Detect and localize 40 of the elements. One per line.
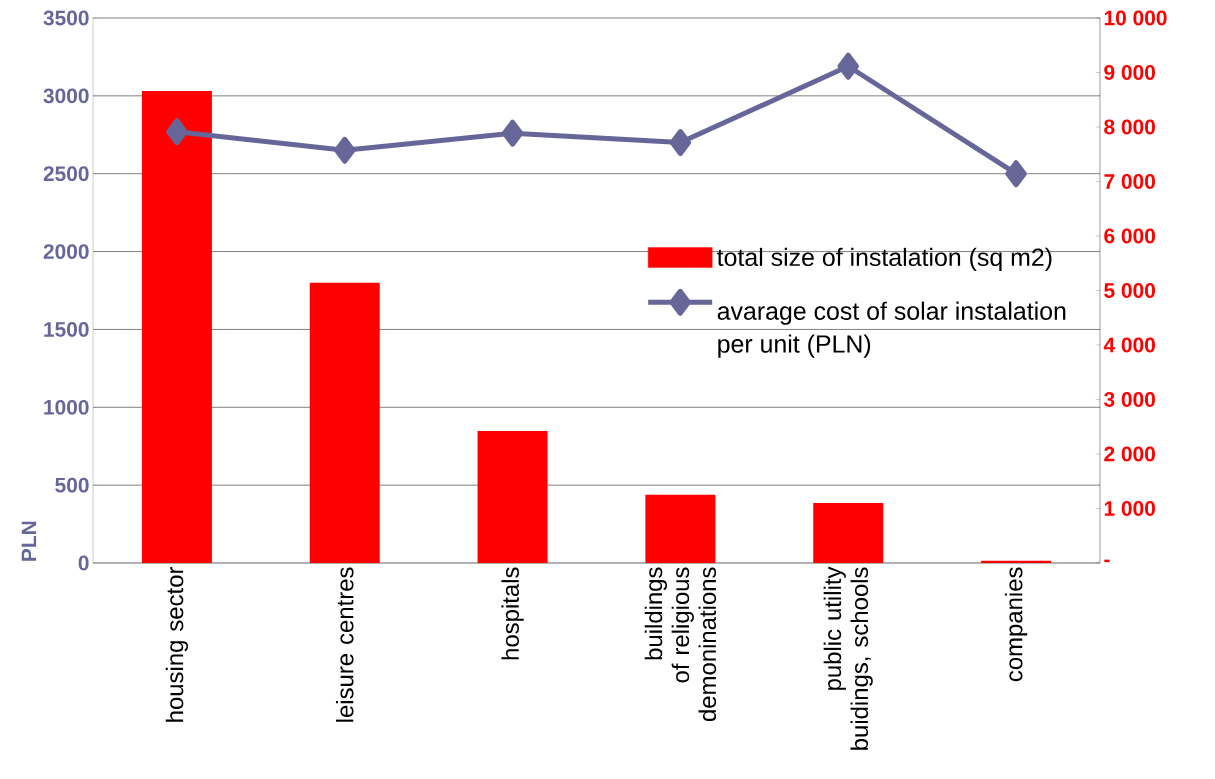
y-tick-label: 2000 xyxy=(43,244,89,259)
y-axis-title: PLN xyxy=(21,521,37,561)
y2-tick-label: 5 000 xyxy=(1104,283,1155,298)
y2-tick-label: 4 000 xyxy=(1103,337,1155,353)
y2-tick-label: 10 000 xyxy=(1104,10,1167,26)
y2-tick-label: 2 000 xyxy=(1104,446,1155,462)
bar xyxy=(141,91,212,563)
bar xyxy=(477,431,548,563)
point xyxy=(1005,160,1027,188)
y-tick-label: 1500 xyxy=(44,322,89,337)
y-tick-label: 0 xyxy=(78,555,89,571)
x-tick-label: hospitals xyxy=(501,567,524,660)
x-tick-label: leisure centres xyxy=(335,567,354,722)
bar xyxy=(645,494,716,563)
point xyxy=(837,52,859,80)
point xyxy=(669,129,692,157)
legend-label: avarage cost of solar instalation per unit (PLN) xyxy=(717,301,1066,358)
y-tick-label: 1000 xyxy=(44,399,89,415)
point xyxy=(501,119,524,147)
y-tick-label: 3000 xyxy=(43,88,89,104)
bar xyxy=(981,560,1052,563)
x-tick-label: buildings of religious demoninations xyxy=(644,567,717,722)
y-tick-label: 500 xyxy=(55,477,89,493)
y2-tick-label: 8 000 xyxy=(1104,119,1155,135)
x-tick-label: housing sector xyxy=(165,566,189,722)
bar xyxy=(309,282,380,563)
point xyxy=(334,136,356,164)
y-tick-label: 3500 xyxy=(43,10,89,26)
x-tick-label: public utility buidings, schools xyxy=(823,566,873,750)
y2-tick-label: 1 000 xyxy=(1104,501,1155,516)
bar xyxy=(813,503,884,563)
point xyxy=(166,118,188,146)
y2-tick-label: 7 000 xyxy=(1104,174,1155,189)
legend-label: total size of instalation (sq m2) xyxy=(717,247,1052,272)
y2-tick-label: 9 000 xyxy=(1104,65,1155,80)
y2-tick-label: - xyxy=(1104,559,1110,563)
y2-tick-label: 3 000 xyxy=(1103,392,1155,407)
y2-tick-label: 6 000 xyxy=(1104,228,1155,244)
y-tick-label: 2500 xyxy=(43,166,89,182)
x-tick-label: companies xyxy=(1004,567,1028,682)
